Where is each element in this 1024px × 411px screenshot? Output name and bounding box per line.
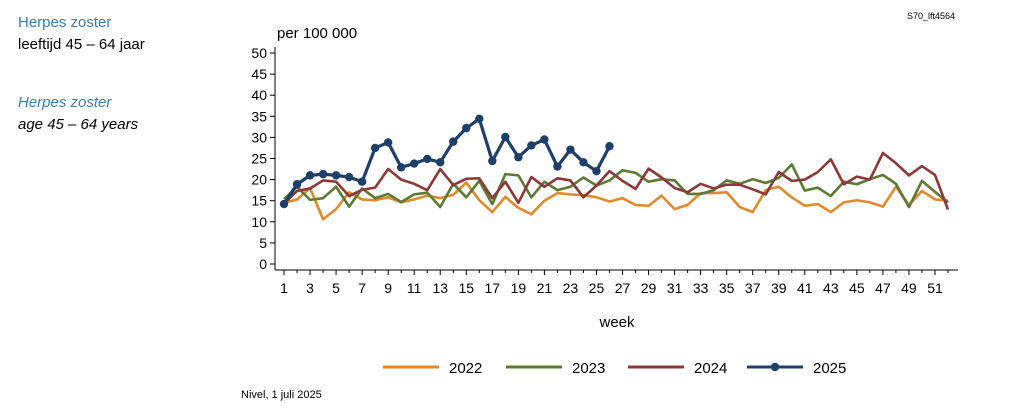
x-tick-label: 17	[485, 280, 501, 296]
data-point-2025	[592, 166, 601, 176]
legend-label-2024: 2024	[694, 360, 727, 377]
english-title: Herpes zoster	[18, 94, 112, 111]
data-point-2025	[553, 162, 562, 171]
y-axis-label: per 100 000	[277, 25, 357, 42]
x-tick-label: 49	[901, 280, 917, 296]
y-tick-label: 20	[251, 172, 267, 188]
x-tick-label: 39	[771, 280, 787, 296]
series-line-2022	[283, 181, 949, 221]
x-tick-label: 3	[306, 280, 314, 296]
data-point-2025	[344, 172, 354, 182]
legend-label-2022: 2022	[449, 360, 482, 377]
y-tick-label: 45	[251, 66, 267, 82]
data-point-2025	[579, 158, 588, 167]
x-tick-label: 51	[927, 280, 943, 296]
data-point-2025	[318, 169, 328, 179]
legend-marker-2025	[770, 362, 780, 372]
x-tick-label: 27	[615, 280, 631, 296]
x-tick-label: 5	[332, 280, 340, 296]
dutch-title: Herpes zoster	[18, 14, 112, 31]
y-tick-label: 35	[251, 108, 267, 124]
x-tick-label: 9	[384, 280, 392, 296]
x-tick-label: 25	[589, 280, 605, 296]
english-subtitle: age 45 – 64 years	[18, 116, 139, 133]
x-tick-label: 15	[458, 280, 474, 296]
x-tick-label: 7	[358, 280, 366, 296]
x-tick-label: 47	[875, 280, 891, 296]
series-line-2024	[283, 151, 950, 211]
x-tick-label: 13	[432, 280, 448, 296]
data-point-2025	[462, 123, 471, 133]
x-axis-label: week	[598, 314, 635, 331]
dutch-subtitle: leeftijd 45 – 64 jaar	[18, 36, 145, 53]
data-point-2025	[449, 137, 458, 146]
data-point-2025	[605, 142, 614, 151]
y-tick-label: 50	[251, 45, 267, 61]
data-point-2025	[540, 135, 549, 144]
x-tick-label: 41	[797, 280, 813, 296]
figure-code: S70_lft4564	[907, 11, 956, 21]
data-point-2025	[488, 156, 497, 166]
data-point-2025	[331, 171, 341, 180]
x-tick-label: 19	[511, 280, 527, 296]
x-tick-label: 1	[280, 280, 288, 296]
x-tick-label: 37	[745, 280, 761, 296]
data-point-2025	[423, 154, 432, 164]
x-tick-label: 21	[537, 280, 553, 296]
data-point-2025	[292, 180, 302, 189]
y-tick-label: 25	[251, 151, 267, 167]
data-point-2025	[383, 138, 393, 147]
x-tick-label: 11	[407, 280, 422, 296]
y-tick-label: 15	[251, 193, 267, 209]
y-tick-label: 5	[259, 235, 267, 251]
legend-label-2023: 2023	[572, 360, 605, 377]
y-tick-label: 30	[251, 129, 267, 145]
data-point-2025	[279, 199, 289, 209]
data-point-2025	[370, 143, 380, 153]
x-tick-label: 33	[693, 280, 709, 296]
data-point-2025	[396, 163, 406, 172]
data-point-2025	[501, 132, 510, 142]
data-point-2025	[409, 159, 419, 168]
x-tick-label: 43	[823, 280, 839, 296]
data-point-2025	[514, 153, 523, 162]
data-point-2025	[436, 158, 445, 167]
y-tick-label: 10	[251, 214, 267, 230]
data-point-2025	[527, 141, 536, 150]
source-note: Nivel, 1 juli 2025	[241, 389, 322, 401]
x-tick-label: 45	[849, 280, 865, 296]
x-tick-label: 23	[563, 280, 579, 296]
x-tick-label: 35	[719, 280, 735, 296]
x-tick-label: 31	[667, 280, 683, 296]
x-tick-label: 29	[641, 280, 657, 296]
y-tick-label: 40	[251, 87, 267, 103]
legend-label-2025: 2025	[813, 360, 846, 377]
y-tick-label: 0	[259, 256, 267, 272]
data-point-2025	[357, 177, 367, 186]
data-point-2025	[305, 171, 315, 180]
data-point-2025	[475, 114, 484, 124]
data-point-2025	[566, 145, 575, 154]
